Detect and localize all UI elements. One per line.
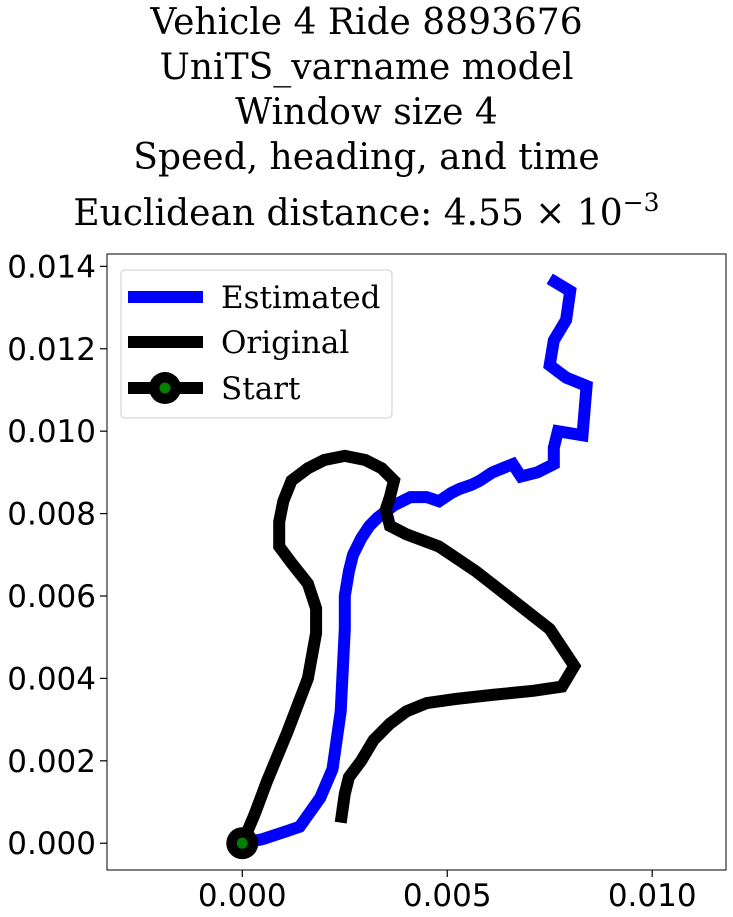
y-tick-label: 0.006 [7, 579, 96, 615]
title-line-2: UniTS_varname model [159, 47, 574, 88]
y-tick-label: 0.012 [7, 332, 96, 368]
start-marker-inner [236, 837, 248, 849]
title-line-5: Euclidean distance: 4.55 × 10−3 [0, 180, 733, 236]
legend-label-start: Start [221, 371, 301, 407]
y-tick-label: 0.014 [7, 249, 96, 285]
x-tick-label: 0.005 [403, 878, 492, 914]
title-line-4: Speed, heading, and time [133, 137, 600, 178]
title-line-1: Vehicle 4 Ride 8893676 [150, 2, 583, 43]
y-tick-label: 0.000 [7, 826, 96, 862]
legend-label-estimated: Estimated [221, 280, 380, 316]
title-line-3: Window size 4 [235, 92, 498, 133]
y-tick-label: 0.008 [7, 497, 96, 533]
series-line-original [236, 449, 582, 846]
x-tick-label: 0.000 [198, 878, 287, 914]
title-distance-text: Euclidean distance: 4.55 × 10 [73, 193, 623, 234]
title-distance-exponent: −3 [622, 188, 660, 217]
series-line-estimated [241, 273, 593, 850]
legend-box [120, 269, 393, 419]
y-tick-label: 0.002 [7, 744, 96, 780]
y-tick-label: 0.004 [7, 661, 96, 697]
chart-title: Vehicle 4 Ride 8893676 UniTS_varname mod… [0, 0, 733, 236]
legend-start-marker-inner [159, 382, 171, 394]
y-tick-label: 0.010 [7, 414, 96, 450]
legend-label-original: Original [221, 325, 349, 361]
x-tick-label: 0.010 [608, 878, 697, 914]
